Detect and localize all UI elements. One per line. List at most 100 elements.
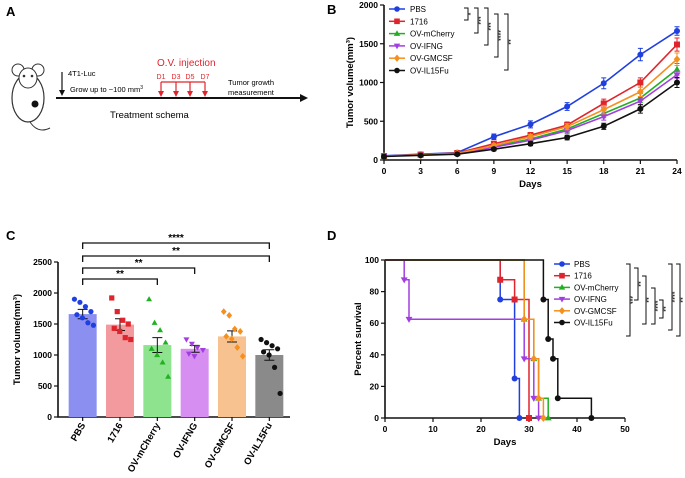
- c-x-tick-label: OV-IFNG: [171, 421, 200, 460]
- d-x-tick-label: 20: [476, 424, 486, 434]
- d-x-axis-label: Days: [494, 437, 517, 448]
- d-event-marker: [511, 375, 518, 382]
- c-data-point: [185, 351, 192, 357]
- c-comparison-bracket: **: [82, 258, 196, 274]
- d-event-marker: [554, 395, 561, 402]
- c-x-tick-label: 1716: [106, 421, 126, 445]
- d-significance-bracket: **: [659, 299, 666, 319]
- d-significance-label: **: [634, 281, 641, 287]
- b-significance-label: ***: [484, 22, 491, 30]
- d-event-marker: [520, 356, 528, 363]
- c-data-point: [228, 335, 235, 343]
- b-series-ov-il15fu: [381, 76, 680, 160]
- b-significance-label: ***: [474, 16, 481, 24]
- panel-label-b: B: [327, 2, 336, 17]
- c-data-point: [154, 351, 161, 358]
- b-data-point: [564, 103, 571, 110]
- b-y-tick-label: 2000: [359, 0, 378, 10]
- b-x-tick-label: 6: [455, 166, 460, 176]
- d-bracket-line: [626, 263, 631, 337]
- b-legend-label: OV-mCherry: [410, 30, 454, 39]
- c-data-point: [109, 295, 115, 301]
- b-significance-bracket: ***: [474, 7, 481, 34]
- d-bracket-line: [642, 275, 647, 325]
- c-data-point: [114, 309, 120, 315]
- c-data-point: [188, 341, 195, 347]
- b-data-point: [673, 65, 681, 72]
- b-bracket-line: [504, 13, 509, 71]
- d-y-tick-label: 20: [370, 381, 380, 391]
- c-x-tick-label: OV-GMCSF: [203, 421, 238, 471]
- b-x-tick-label: 21: [636, 166, 646, 176]
- b-data-point: [490, 133, 497, 140]
- b-legend-label: OV-IFNG: [410, 42, 443, 51]
- b-x-tick-label: 24: [672, 166, 682, 176]
- d-event-marker: [535, 415, 543, 422]
- d-legend-label: OV-IFNG: [574, 295, 607, 304]
- b-y-tick-label: 1000: [359, 78, 378, 88]
- d-legend-marker: [559, 319, 565, 326]
- timeline-arrowhead: [300, 94, 308, 102]
- d-x-tick-label: 40: [572, 424, 582, 434]
- d-event-marker: [400, 277, 408, 284]
- mouse-icon: [11, 63, 51, 131]
- d-event-marker: [520, 315, 528, 324]
- c-data-point: [277, 390, 283, 397]
- d-y-tick-label: 40: [370, 350, 380, 360]
- c-data-point: [79, 315, 86, 321]
- c-data-point: [71, 296, 78, 302]
- b-significance-label: *: [464, 13, 471, 16]
- d-survival-curve: [385, 259, 540, 418]
- b-legend-label: PBS: [410, 5, 426, 14]
- c-data-point: [239, 352, 246, 360]
- c-data-point: [199, 347, 206, 354]
- c-data-point: [191, 354, 198, 360]
- d-y-tick-label: 100: [365, 255, 379, 265]
- d-significance-bracket: **: [634, 267, 641, 301]
- c-data-point: [194, 345, 201, 351]
- c-x-tick-label: OV-IL15Fu: [242, 421, 275, 467]
- b-significance-bracket: *: [464, 7, 471, 21]
- b-significance-label: **: [504, 39, 511, 45]
- b-data-point: [673, 55, 681, 64]
- d-legend-label: OV-GMCSF: [574, 307, 617, 316]
- d-legend-marker: [559, 272, 565, 279]
- d-event-marker: [530, 354, 538, 363]
- panel-label-a: A: [6, 4, 16, 19]
- b-data-point: [454, 151, 461, 158]
- d-legend-marker: [558, 307, 566, 315]
- b-significance-bracket: **: [504, 13, 511, 71]
- d-legend-marker: [558, 296, 566, 303]
- d-x-tick-label: 50: [620, 424, 630, 434]
- c-comparison-bracket: **: [82, 246, 270, 262]
- d-x-tick-label: 0: [383, 424, 388, 434]
- treatment-schema: 4T1-Luc Grow up to ~100 mm3 O.V. injecti…: [11, 58, 308, 131]
- d-significance-label: **: [676, 297, 683, 303]
- schema-caption: Treatment schema: [110, 110, 190, 121]
- c-bar-group-ov-ifng: OV-IFNG: [171, 337, 209, 460]
- c-bar-group-pbs: PBS: [68, 296, 97, 443]
- c-data-point: [85, 320, 91, 326]
- c-comparison-line: [82, 278, 158, 285]
- d-event-marker: [588, 415, 595, 421]
- c-bar: [255, 355, 284, 417]
- d-event-marker: [535, 394, 542, 403]
- b-significance-label: ****: [494, 30, 501, 41]
- panel-label-d: D: [327, 228, 336, 243]
- b-data-point: [600, 105, 608, 114]
- c-data-point: [148, 345, 155, 351]
- b-data-point: [564, 134, 571, 141]
- b-data-point: [417, 152, 424, 159]
- b-data-point: [637, 51, 644, 58]
- c-y-axis-label: Tumor volume(mm³): [12, 294, 23, 385]
- d-series-pbs: [385, 259, 523, 421]
- c-data-point: [220, 308, 227, 315]
- tumor-volume-bar-chart: 0 500 1000 1500 2000 2500 Tumor volume(mm³) PB…: [12, 233, 290, 475]
- b-data-point: [636, 98, 644, 105]
- d-y-axis-label: Percent survival: [353, 302, 364, 375]
- c-comparison-label: **: [172, 246, 180, 257]
- c-data-point: [271, 364, 278, 370]
- b-data-point: [490, 146, 497, 153]
- d-legend-label: OV-IL15Fu: [574, 319, 613, 328]
